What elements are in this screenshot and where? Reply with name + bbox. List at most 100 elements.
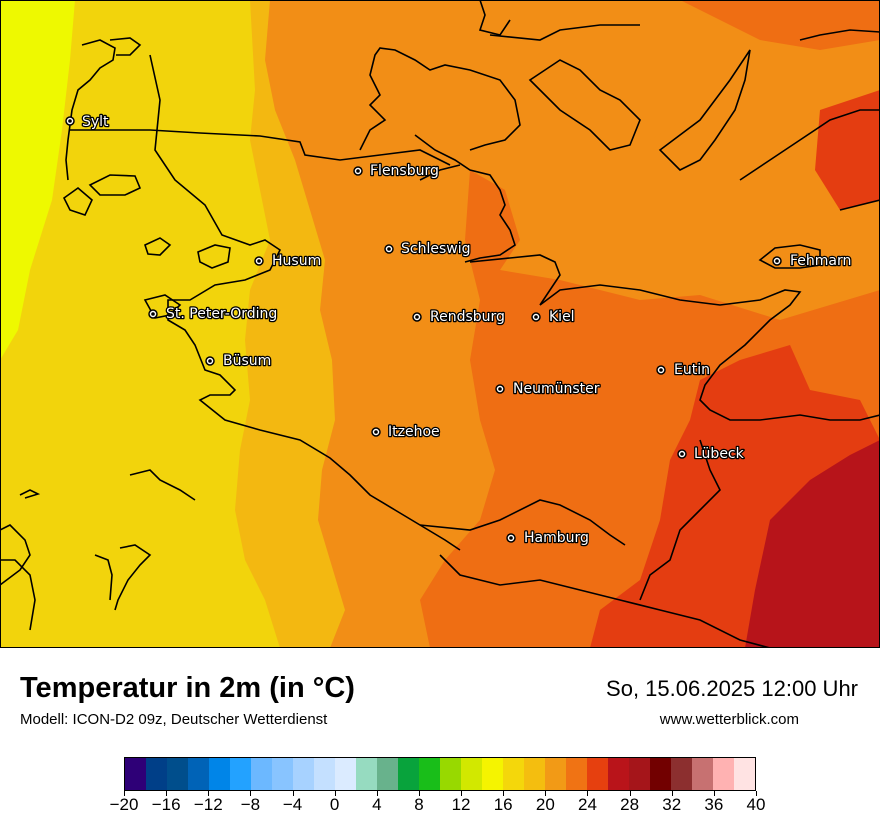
city-markers: Sylt Flensburg Schleswig Husum Fehmarn S…	[65, 113, 853, 547]
colorbar-tick-label: −12	[193, 795, 223, 814]
city-eutin: Eutin	[656, 361, 711, 379]
colorbar-tick	[334, 791, 336, 796]
colorbar-segment	[314, 758, 335, 790]
city-sylt: Sylt	[65, 113, 110, 131]
website-credit: www.wetterblick.com	[659, 711, 799, 728]
colorbar-segment	[335, 758, 356, 790]
colorbar-tick-label: −16	[151, 795, 181, 814]
colorbar-ticks: −20 −16 −12 −8 −4 0 4 8 12 16 20 24 28 32 36 40	[110, 791, 765, 821]
colorbar-segment	[230, 758, 251, 790]
colorbar-segment	[587, 758, 608, 790]
colorbar-tick	[756, 791, 757, 796]
colorbar-tick	[124, 791, 125, 796]
city-label-luebeck: Lübeck	[694, 446, 745, 462]
colorbar-segment	[377, 758, 398, 790]
colorbar-tick	[503, 791, 505, 796]
zone-temp-21-denmark	[560, 10, 720, 140]
colorbar-tick	[418, 791, 420, 796]
colorbar-tick	[671, 791, 673, 796]
map-title: Temperatur in 2m (in °C)	[20, 672, 355, 704]
city-schleswig: Schleswig	[384, 240, 472, 258]
colorbar-tick-label: 32	[662, 795, 682, 814]
colorbar-segment	[440, 758, 461, 790]
colorbar-tick-label: 8	[414, 795, 424, 814]
colorbar-segment	[251, 758, 272, 790]
city-hamburg: Hamburg	[506, 529, 590, 547]
colorbar-segment	[146, 758, 167, 790]
zone-temp-23-north	[680, 0, 880, 50]
colorbar-segment	[398, 758, 419, 790]
colorbar-segment	[167, 758, 188, 790]
city-label-flensburg: Flensburg	[370, 163, 439, 179]
colorbar-segment	[608, 758, 629, 790]
colorbar-tick	[545, 791, 547, 796]
city-itzehoe: Itzehoe	[371, 423, 441, 441]
legend-panel: Temperatur in 2m (in °C) Modell: ICON-D2…	[0, 648, 880, 830]
city-neumuenster: Neumünster	[495, 380, 601, 398]
city-husum: Husum	[254, 252, 323, 270]
city-flensburg: Flensburg	[353, 162, 440, 180]
city-label-buesum: Büsum	[223, 353, 271, 369]
colorbar-tick-label: 40	[746, 795, 766, 814]
colorbar-segment	[545, 758, 566, 790]
city-label-sylt: Sylt	[82, 114, 109, 130]
colorbar-tick-label: 0	[329, 795, 340, 814]
colorbar-tick	[587, 791, 589, 796]
colorbar-segment	[671, 758, 692, 790]
city-label-kiel: Kiel	[549, 309, 575, 325]
city-label-husum: Husum	[272, 253, 321, 269]
city-label-neumuenster: Neumünster	[513, 381, 600, 397]
colorbar-tick	[250, 791, 252, 796]
colorbar-tick	[629, 791, 631, 796]
colorbar-tick-label: 4	[372, 795, 382, 814]
coastlines	[0, 0, 880, 648]
city-label-eutin: Eutin	[674, 362, 710, 378]
colorbar-segment	[734, 758, 755, 790]
colorbar-tick-label: 16	[493, 795, 513, 814]
colorbar-tick	[166, 791, 168, 796]
colorbar-segment	[125, 758, 146, 790]
model-source: Modell: ICON-D2 09z, Deutscher Wetterdie…	[20, 711, 328, 728]
colorbar-segment	[524, 758, 545, 790]
colorbar-segment	[713, 758, 734, 790]
colorbar-tick	[292, 791, 294, 796]
colorbar-segment	[272, 758, 293, 790]
city-kiel: Kiel	[531, 308, 576, 326]
zone-temp-27	[745, 440, 880, 648]
colorbar-tick-label: 24	[577, 795, 597, 814]
colorbar-segment	[482, 758, 503, 790]
city-label-schleswig: Schleswig	[401, 241, 470, 257]
city-label-itzehoe: Itzehoe	[388, 424, 440, 440]
colorbar-segment	[650, 758, 671, 790]
colorbar-tick-label: 28	[620, 795, 640, 814]
colorbar-segment	[461, 758, 482, 790]
colorbar-tick	[376, 791, 378, 796]
colorbar-segment	[503, 758, 524, 790]
colorbar-tick-label: 12	[451, 795, 471, 814]
colorbar-tick-label: −4	[282, 795, 303, 814]
colorbar-segment	[188, 758, 209, 790]
colorbar-segment	[419, 758, 440, 790]
colorbar	[124, 757, 756, 791]
city-buesum: Büsum	[205, 352, 273, 370]
colorbar-tick	[713, 791, 715, 796]
colorbar-tick-label: 20	[535, 795, 555, 814]
city-label-rendsburg: Rendsburg	[430, 309, 505, 325]
colorbar-tick-label: 36	[704, 795, 724, 814]
city-fehmarn: Fehmarn	[772, 252, 853, 270]
colorbar-segment	[209, 758, 230, 790]
city-label-hamburg: Hamburg	[524, 530, 589, 546]
city-st-peter-ording: St. Peter-Ording	[148, 305, 279, 323]
colorbar-tick	[461, 791, 463, 796]
colorbar-tick-label: −20	[109, 795, 139, 814]
valid-time: So, 15.06.2025 12:00 Uhr	[606, 676, 858, 701]
colorbar-segment	[692, 758, 713, 790]
map-canvas: Sylt Flensburg Schleswig Husum Fehmarn S…	[0, 0, 880, 648]
temperature-map: Sylt Flensburg Schleswig Husum Fehmarn S…	[0, 0, 880, 648]
colorbar-segment	[629, 758, 650, 790]
city-rendsburg: Rendsburg	[412, 308, 506, 326]
city-luebeck: Lübeck	[677, 445, 746, 463]
colorbar-tick-label: −8	[240, 795, 261, 814]
colorbar-segment	[566, 758, 587, 790]
colorbar-tick	[208, 791, 210, 796]
